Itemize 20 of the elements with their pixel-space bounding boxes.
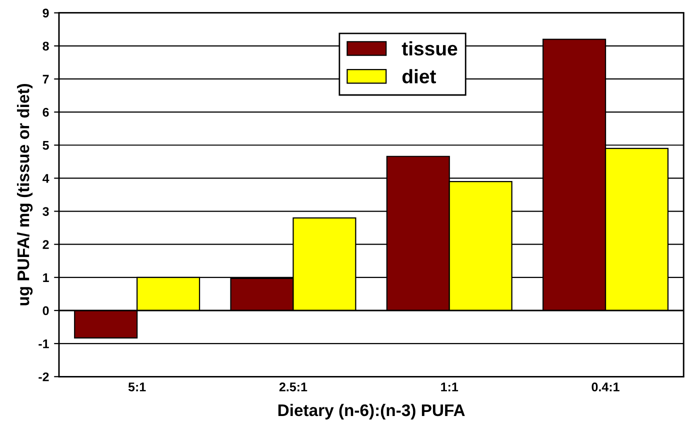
x-tick-label: 2.5:1 xyxy=(279,382,308,392)
legend-label: tissue xyxy=(402,41,458,56)
y-tick-label: 5 xyxy=(42,141,49,150)
y-tick-label: 1 xyxy=(43,273,49,282)
legend-label: diet xyxy=(402,69,436,84)
x-axis-title: Dietary (n-6):(n-3) PUFA xyxy=(278,404,465,420)
y-tick-label: 7 xyxy=(42,74,49,84)
y-tick-label: 9 xyxy=(42,8,49,18)
y-tick-label: -2 xyxy=(38,372,49,382)
y-axis-title: ug PUFA/ mg (tissue or diet) xyxy=(16,84,33,306)
y-tick-label: 6 xyxy=(42,108,49,117)
y-tick-label: 2 xyxy=(42,240,49,249)
y-tick-label: 0 xyxy=(42,306,49,316)
y-tick-label: -1 xyxy=(38,339,49,348)
y-tick-label: 4 xyxy=(42,174,50,183)
y-tick-label: 3 xyxy=(42,207,49,216)
x-tick-label: 1:1 xyxy=(441,382,458,392)
x-tick-label: 0.4:1 xyxy=(592,382,620,392)
x-tick-label: 5:1 xyxy=(128,382,146,392)
y-tick-label: 8 xyxy=(42,42,49,51)
